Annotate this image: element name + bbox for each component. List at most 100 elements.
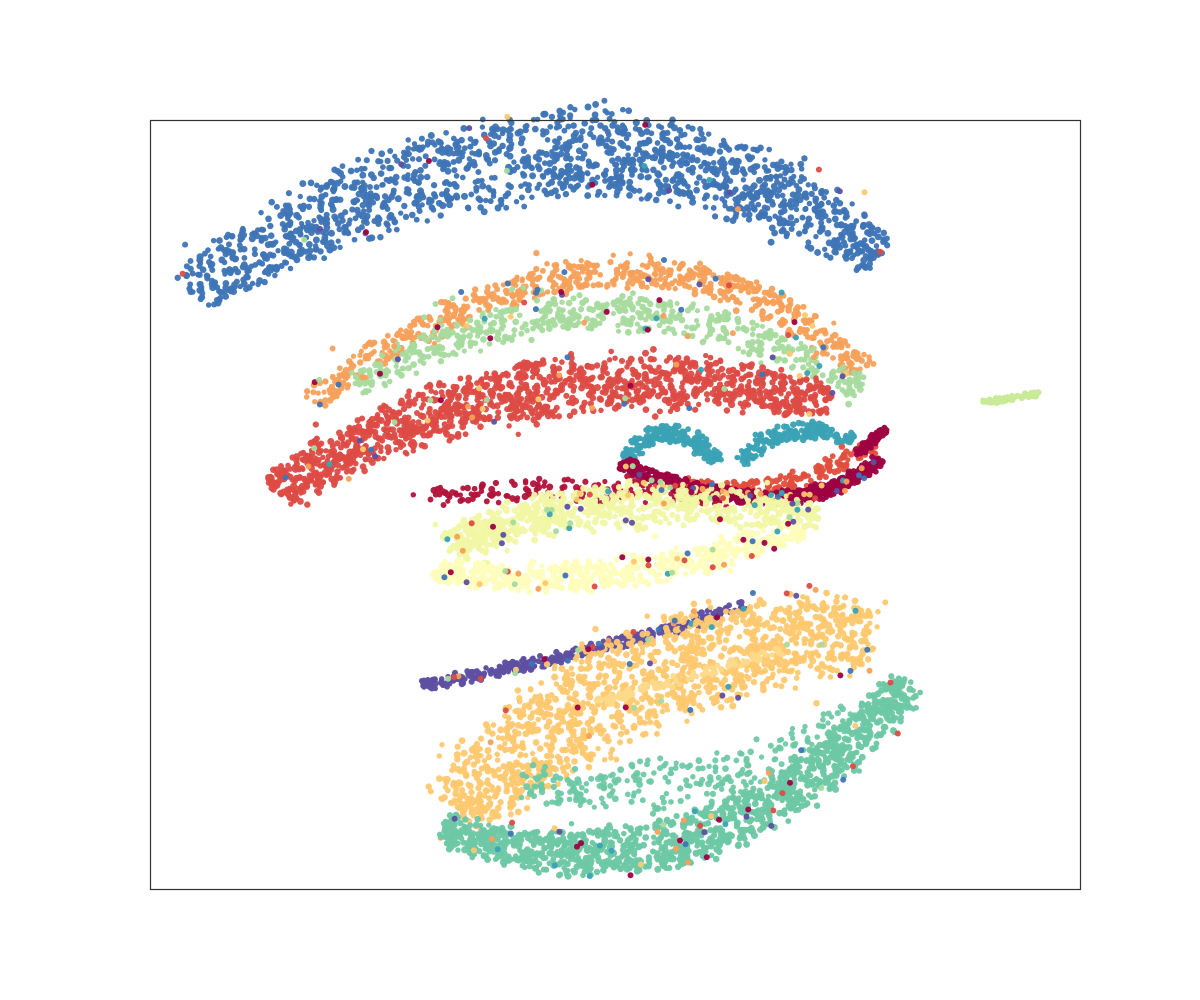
- data-point: [455, 395, 462, 402]
- data-point: [577, 306, 585, 313]
- data-point: [544, 137, 551, 143]
- data-point: [788, 226, 795, 232]
- data-point: [368, 234, 376, 242]
- data-point: [467, 143, 474, 150]
- data-point: [522, 290, 528, 296]
- data-point: [630, 290, 636, 297]
- data-point: [448, 433, 456, 441]
- data-point: [661, 388, 669, 396]
- data-point: [704, 164, 711, 171]
- data-point: [734, 163, 741, 170]
- data-point: [410, 175, 417, 182]
- data-point: [797, 408, 804, 415]
- data-point: [731, 392, 738, 400]
- data-point: [489, 393, 496, 400]
- data-point: [669, 326, 676, 333]
- data-point: [457, 149, 463, 155]
- data-point: [729, 293, 736, 301]
- data-point: [554, 193, 561, 200]
- data-point: [792, 200, 800, 208]
- data-point: [366, 369, 373, 376]
- data-point: [629, 172, 635, 178]
- data-point: [797, 160, 805, 168]
- data-point: [716, 333, 723, 340]
- data-point: [781, 411, 789, 419]
- data-point: [503, 290, 510, 297]
- data-point: [578, 283, 586, 290]
- scatter-points: [174, 97, 1042, 880]
- data-point: [620, 106, 626, 113]
- data-point: [817, 410, 823, 417]
- data-point: [739, 277, 747, 284]
- data-point: [705, 372, 713, 379]
- data-point: [770, 402, 778, 409]
- data-point: [289, 477, 295, 483]
- data-point: [746, 391, 754, 399]
- data-point: [604, 136, 611, 143]
- data-point: [667, 150, 674, 158]
- data-point: [487, 198, 494, 205]
- data-point: [466, 332, 474, 340]
- data-point: [707, 280, 714, 287]
- data-point: [625, 359, 633, 367]
- data-point: [861, 211, 868, 218]
- data-point: [592, 100, 600, 108]
- data-point: [462, 295, 469, 302]
- data-point: [651, 381, 658, 389]
- data-point: [786, 297, 794, 304]
- data-point: [730, 478, 738, 486]
- data-point: [710, 205, 717, 211]
- data-point: [608, 110, 615, 117]
- data-point: [677, 262, 685, 269]
- data-point: [643, 128, 651, 136]
- data-point: [866, 260, 873, 268]
- data-point: [711, 213, 719, 220]
- data-point: [880, 229, 888, 237]
- data-point: [566, 174, 574, 182]
- data-point: [660, 164, 667, 171]
- data-point: [483, 197, 489, 204]
- data-point: [571, 307, 577, 313]
- data-point: [362, 197, 370, 204]
- data-point: [669, 177, 676, 184]
- data-point: [658, 156, 665, 164]
- data-point: [725, 339, 732, 346]
- data-point: [772, 396, 780, 403]
- data-point: [648, 426, 655, 433]
- data-point: [745, 216, 753, 223]
- data-point: [651, 153, 659, 161]
- data-point: [187, 258, 194, 264]
- data-point: [296, 241, 303, 249]
- data-point: [739, 194, 747, 202]
- data-point: [860, 256, 868, 264]
- data-point: [752, 397, 760, 405]
- data-point: [402, 357, 409, 364]
- data-point: [450, 158, 457, 166]
- data-point: [699, 433, 706, 440]
- data-point: [383, 176, 390, 183]
- data-point: [777, 401, 784, 407]
- data-point: [745, 402, 752, 408]
- data-point: [354, 167, 360, 173]
- data-point: [604, 370, 610, 377]
- data-point: [312, 236, 320, 244]
- data-point: [629, 281, 636, 287]
- data-point: [722, 203, 728, 209]
- data-point: [331, 166, 338, 174]
- data-point: [818, 219, 825, 226]
- data-point: [675, 203, 682, 210]
- data-point: [419, 423, 425, 429]
- data-point: [267, 473, 274, 481]
- data-point: [559, 386, 566, 393]
- data-point: [625, 145, 632, 151]
- data-point: [511, 327, 518, 334]
- data-point: [842, 215, 849, 221]
- data-point: [818, 380, 824, 386]
- data-point: [378, 406, 386, 414]
- data-point: [296, 467, 302, 473]
- data-point: [822, 246, 828, 252]
- data-point: [409, 350, 415, 356]
- data-point: [323, 220, 331, 227]
- data-point: [853, 355, 861, 362]
- data-point: [233, 278, 240, 285]
